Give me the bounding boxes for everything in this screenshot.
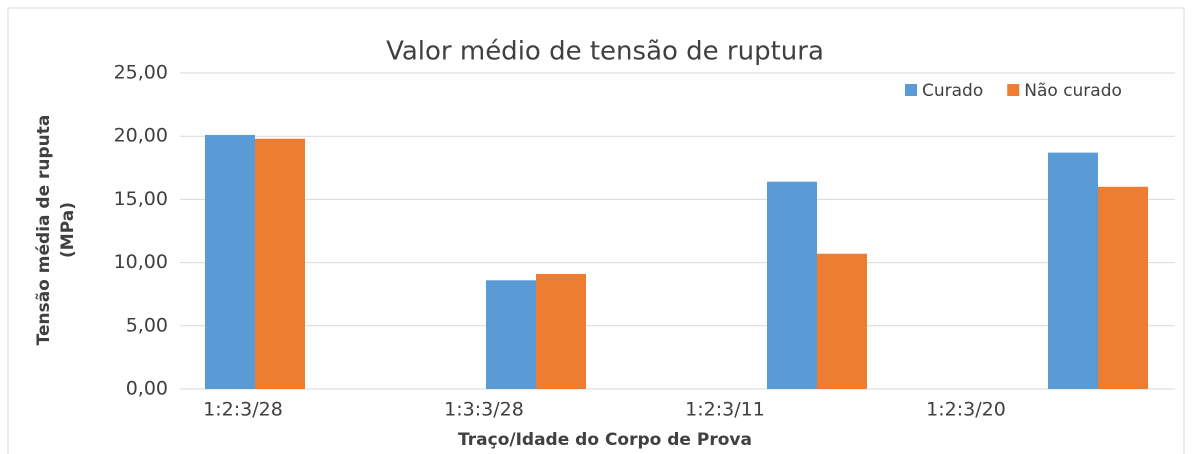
y-axis-label-line: (MPa) bbox=[58, 202, 78, 258]
y-axis-label-line: Tensão média de ruputa bbox=[34, 115, 54, 346]
bar bbox=[817, 253, 867, 389]
legend-swatch bbox=[905, 84, 917, 96]
x-tick-label: 1:2:3/11 bbox=[685, 399, 765, 421]
x-axis-label: Traço/Idade do Corpo de Prova bbox=[458, 430, 752, 450]
y-tick-label: 5,00 bbox=[126, 314, 168, 336]
chart-border bbox=[7, 7, 1185, 454]
y-tick-label: 15,00 bbox=[114, 188, 168, 210]
y-tick-label: 10,00 bbox=[114, 251, 168, 273]
bar bbox=[205, 134, 255, 389]
bar bbox=[536, 273, 586, 389]
x-tick-label: 1:2:3/20 bbox=[926, 399, 1006, 421]
bar bbox=[486, 280, 536, 389]
x-tick-label: 1:3:3/28 bbox=[444, 399, 524, 421]
legend-label: Curado bbox=[922, 81, 983, 101]
bar bbox=[767, 181, 817, 389]
y-axis-label: Tensão média de ruputa (MPa) bbox=[34, 115, 78, 346]
bar bbox=[255, 138, 305, 389]
bar bbox=[1098, 186, 1148, 389]
bar bbox=[1048, 152, 1098, 389]
legend-label: Não curado bbox=[1024, 81, 1122, 101]
y-tick-label: 25,00 bbox=[114, 62, 168, 84]
y-tick-label: 0,00 bbox=[126, 378, 168, 400]
y-tick-label: 20,00 bbox=[114, 125, 168, 147]
x-tick-label: 1:2:3/28 bbox=[203, 399, 283, 421]
chart-title: Valor médio de tensão de ruptura bbox=[386, 37, 824, 67]
legend-swatch bbox=[1007, 84, 1020, 96]
